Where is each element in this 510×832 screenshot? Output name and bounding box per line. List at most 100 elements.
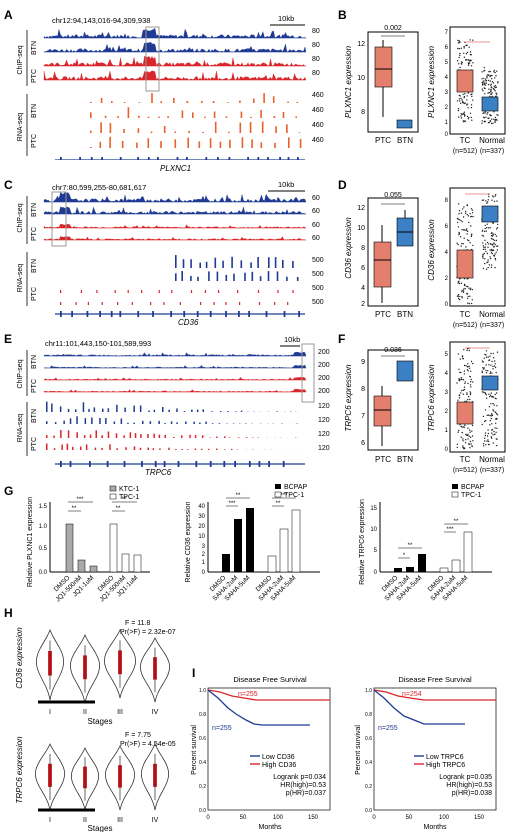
km-panel-i: Disease Free Survival Percent survival 1… [191,675,497,831]
svg-text:I: I [49,709,51,716]
svg-text:2: 2 [445,409,449,415]
svg-text:Normal: Normal [479,136,505,145]
svg-text:PLXNC1 expression: PLXNC1 expression [427,45,436,118]
row-label: PTC [31,134,38,148]
svg-text:0.2: 0.2 [199,784,206,790]
svg-text:1.0: 1.0 [199,688,206,694]
svg-text:***: *** [228,501,236,507]
svg-text:**: ** [276,501,281,507]
svg-text:120: 120 [318,417,330,424]
box-left: CD36 expression 12 10 8 6 4 2 0.055 PTC … [344,192,419,319]
svg-text:TC: TC [460,455,471,464]
row-label: BTN [31,41,38,55]
svg-text:(n=512): (n=512) [453,322,477,329]
rna-row [90,136,302,148]
svg-text:7: 7 [445,30,449,36]
svg-text:8: 8 [361,109,365,116]
svg-text:F = 11.8: F = 11.8 [125,620,150,627]
panel-label-a: A [4,8,13,22]
svg-text:II: II [83,817,87,824]
svg-text:0.4: 0.4 [365,760,372,766]
svg-text:4: 4 [445,75,449,81]
box-panel-f: TRPC6 expression 9 8 7 6 0.036 PTC BTN T… [344,341,506,474]
svg-text:200: 200 [318,388,330,395]
track-row [43,206,307,215]
svg-text:0: 0 [445,302,449,308]
svg-text:Percent survival: Percent survival [355,725,362,775]
svg-text:p(HR)=0.037: p(HR)=0.037 [286,790,326,797]
svg-text:1: 1 [202,560,206,566]
svg-text:10: 10 [370,527,377,533]
svg-text:BCPAP: BCPAP [284,484,308,491]
svg-text:TC: TC [460,136,471,145]
svg-text:500: 500 [312,271,324,278]
track-row [43,388,307,393]
svg-text:ChIP-seq: ChIP-seq [17,359,24,388]
svg-text:100: 100 [273,815,284,821]
svg-text:PTC: PTC [31,227,38,241]
svg-text:5: 5 [445,60,449,66]
coords-a: chr12:94,143,016-94,309,938 [52,16,150,25]
svg-text:**: ** [116,506,121,512]
svg-text:0.8: 0.8 [199,712,206,718]
svg-text:**: ** [236,493,241,499]
svg-text:9: 9 [361,359,365,366]
svg-text:0.8: 0.8 [365,712,372,718]
km-left: Disease Free Survival Percent survival 1… [191,675,331,831]
gene-c: CD36 [178,318,199,327]
svg-text:PTC: PTC [31,287,38,301]
svg-text:0.6: 0.6 [199,736,206,742]
svg-text:ChIP-seq: ChIP-seq [17,203,24,232]
svg-text:Low TRPC6: Low TRPC6 [426,754,464,761]
svg-text:I: I [49,817,51,824]
svg-text:PTC: PTC [375,136,391,145]
svg-text:BTN: BTN [31,355,38,369]
svg-text:TRPC6 expression: TRPC6 expression [427,364,436,432]
svg-text:HR(high)=0.53: HR(high)=0.53 [446,782,492,789]
km-right: Disease Free Survival Percent survival 1… [355,675,497,831]
svg-text:n=255: n=255 [212,725,232,732]
svg-text:High TRPC6: High TRPC6 [426,762,465,769]
group-rna-a: RNA-seq [17,113,24,142]
svg-text:8: 8 [361,245,365,252]
svg-text:TPC-1: TPC-1 [119,494,139,501]
svg-text:Pr(>F) = 2.32e-07: Pr(>F) = 2.32e-07 [120,629,176,636]
svg-text:***: *** [280,493,288,499]
svg-text:60: 60 [312,222,320,229]
box-right: PLXNC1 expression 7 6 5 4 3 2 1 0 TC Nor… [427,26,506,155]
gene-a: PLXNC1 [160,164,192,173]
svg-text:4: 4 [445,371,449,377]
svg-text:(n=512): (n=512) [453,148,477,155]
svg-text:n=254: n=254 [402,691,422,698]
rna-row [90,121,301,133]
svg-text:2: 2 [202,552,206,558]
box-right: CD36 expression 8 6 4 2 0 TC Normal (n=5… [427,187,506,329]
svg-text:120: 120 [318,403,330,410]
track-panel-a: chr12:94,143,016-94,309,938 10kb ChIP-se… [17,14,324,160]
svg-text:500: 500 [312,299,324,306]
panel-label-g: G [4,484,14,498]
gene-model [55,157,305,160]
svg-text:60: 60 [312,208,320,215]
svg-text:Logrank p=0.035: Logrank p=0.035 [439,774,492,781]
svg-text:60: 60 [312,195,320,202]
scale-c: 10kb [278,180,294,189]
svg-text:BTN: BTN [397,310,413,319]
svg-text:0: 0 [374,570,378,576]
row-label: BTN [31,104,38,118]
svg-text:7: 7 [361,413,365,420]
svg-text:1.5: 1.5 [39,504,48,510]
svg-text:10: 10 [198,534,205,540]
track-row [43,352,307,357]
panel-label-d: D [338,178,347,192]
svg-text:1.0: 1.0 [365,688,372,694]
svg-text:**: ** [454,519,459,525]
svg-text:2: 2 [445,105,449,111]
svg-text:500: 500 [312,285,324,292]
svg-text:4: 4 [361,285,365,292]
rna-row [90,107,297,118]
svg-text:6: 6 [445,45,449,51]
track-panel-e: chr11:101,443,150-101,589,993 10kb ChIP-… [17,335,330,467]
svg-text:0.002: 0.002 [384,25,402,32]
panel-label-c: C [4,178,13,192]
